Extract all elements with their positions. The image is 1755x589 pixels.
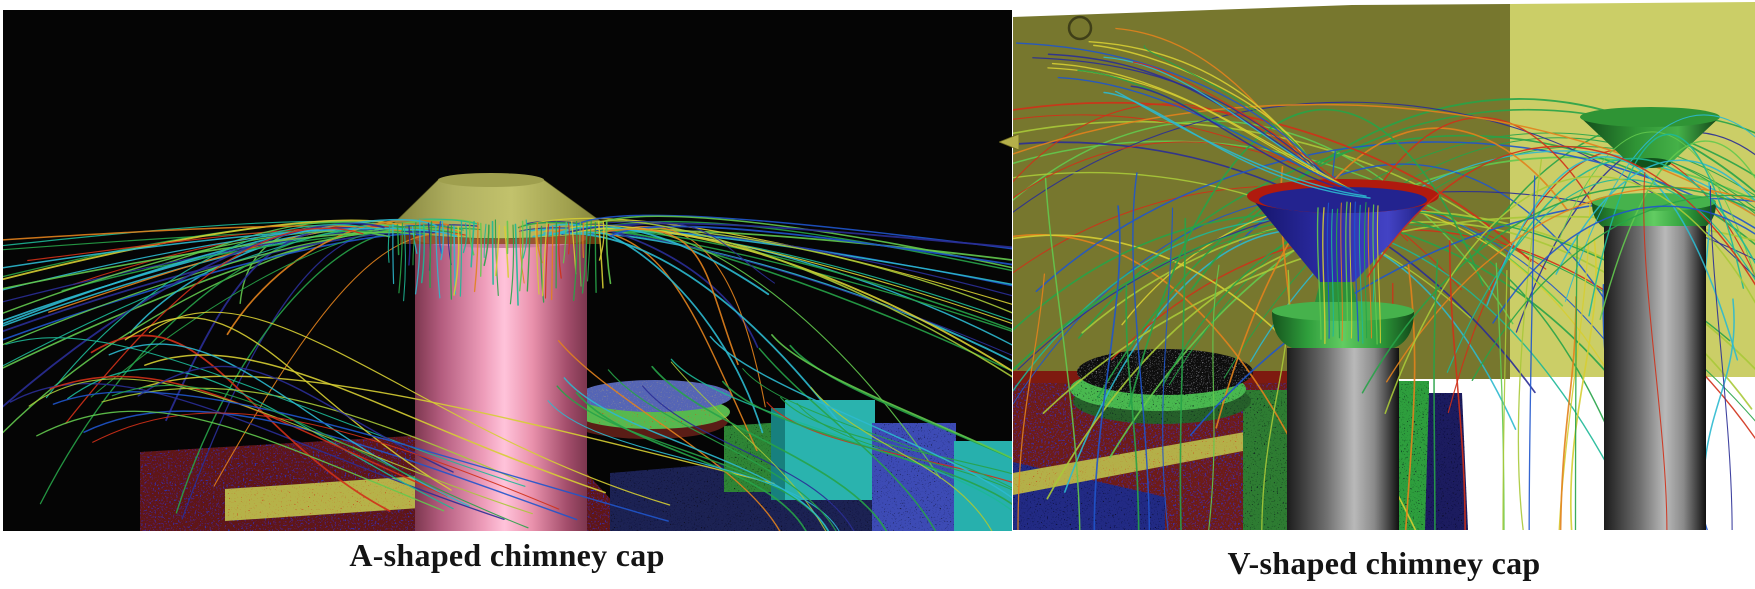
funnel-cone: [1253, 198, 1433, 282]
collar-top: [1272, 301, 1414, 321]
caption-a-shaped: A-shaped chimney cap: [349, 537, 665, 573]
v-cap-top: [1580, 107, 1720, 127]
a-shaped-panel: [3, 10, 1012, 531]
circle-marker: [1067, 15, 1093, 41]
funnel-mouth: [1259, 187, 1427, 213]
streamline-fringe: [387, 219, 612, 306]
chimney-cylinder: [1287, 348, 1399, 530]
seam-arrow-icon: [999, 134, 1019, 151]
disc-top: [578, 380, 732, 412]
v-shaped-chimney: [1247, 179, 1439, 530]
caption-v-shaped: V-shaped chimney cap: [1227, 545, 1541, 581]
streamlines-left: [3, 214, 1012, 531]
v-shaped-panel: [1013, 2, 1755, 530]
cap-plateau: [438, 173, 544, 187]
streamlines-front: [1015, 27, 1755, 530]
rooftop-structures-right: [1013, 349, 1468, 530]
chimney-cylinder: [415, 236, 587, 531]
v-cap-tip: [1629, 158, 1671, 168]
collar-top: [1592, 193, 1716, 211]
chimney-cylinder: [1604, 226, 1706, 530]
